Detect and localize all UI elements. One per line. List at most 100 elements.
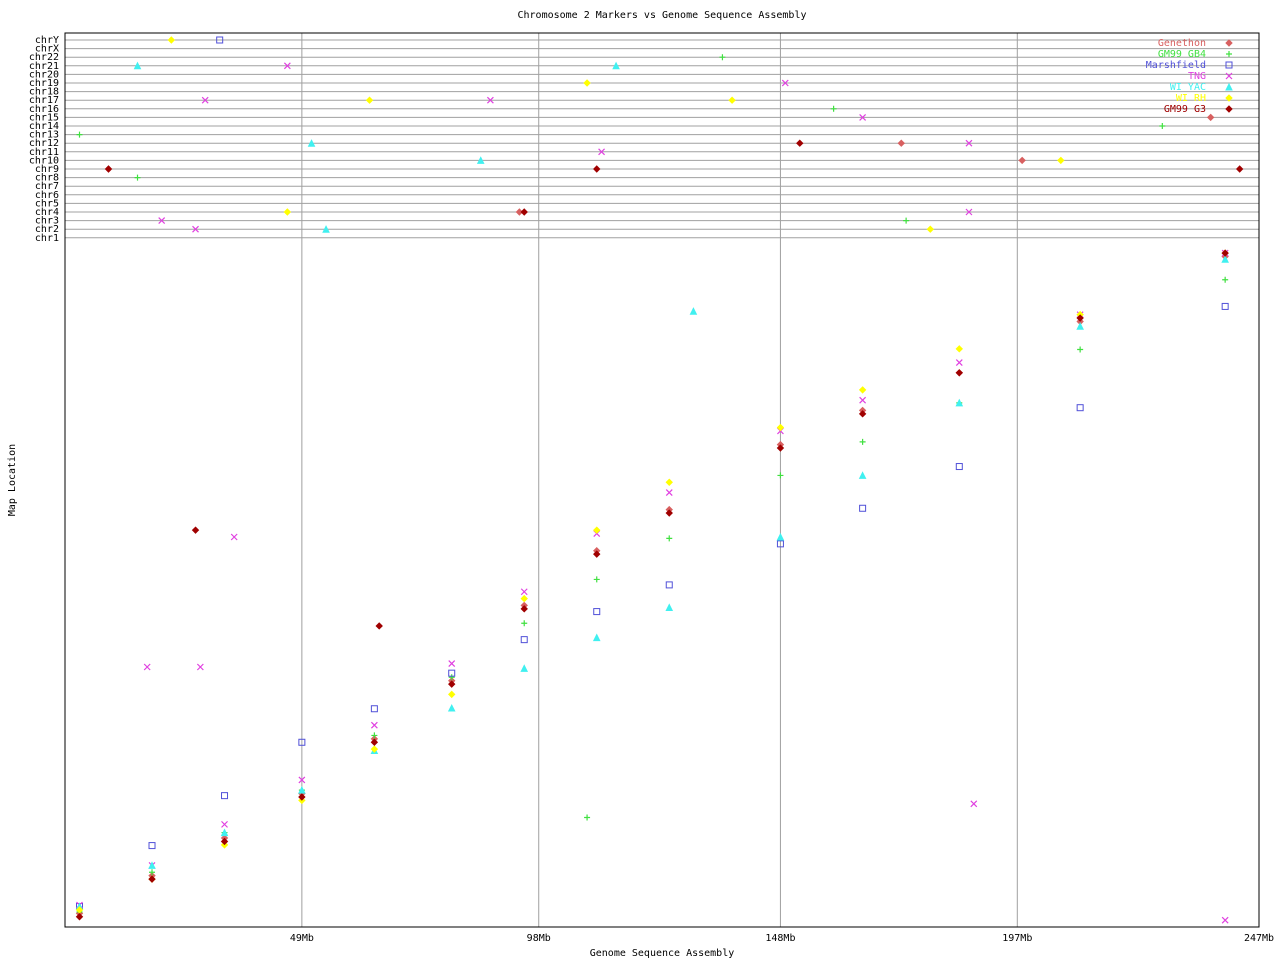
point — [955, 398, 964, 407]
chr-row-label: chr20 — [29, 69, 59, 80]
point — [521, 620, 528, 627]
point — [1221, 916, 1229, 924]
point — [665, 509, 673, 517]
point — [201, 96, 209, 104]
point — [689, 307, 698, 315]
legend-marker — [1225, 82, 1233, 91]
point — [955, 369, 963, 377]
legend-label: TNG — [1188, 71, 1206, 82]
point — [520, 208, 528, 216]
chart-title: Chromosome 2 Markers vs Genome Sequence … — [518, 10, 807, 21]
point — [520, 664, 529, 672]
point — [858, 410, 867, 418]
point — [75, 906, 84, 914]
point — [583, 79, 591, 87]
point — [520, 636, 528, 644]
point — [776, 532, 785, 541]
point — [593, 526, 601, 534]
chr-row-label: chr10 — [29, 155, 59, 166]
point — [728, 96, 736, 104]
plot-frame — [64, 32, 1260, 928]
point — [370, 745, 379, 753]
chr-row-label: chr4 — [35, 207, 59, 218]
point — [777, 472, 784, 479]
point — [592, 633, 601, 642]
point — [148, 861, 156, 869]
point — [719, 54, 726, 61]
chr-row-label: chr5 — [35, 198, 59, 209]
point — [370, 738, 379, 746]
point — [593, 550, 601, 558]
chr-row-label: chr19 — [29, 78, 59, 89]
point — [776, 423, 785, 432]
point — [298, 738, 306, 746]
chr-row-label: chr8 — [35, 173, 59, 184]
point — [221, 820, 228, 828]
chr-row-label: chr22 — [29, 52, 59, 63]
point — [1076, 404, 1084, 412]
point — [776, 540, 784, 548]
point — [134, 174, 141, 181]
point — [298, 776, 306, 784]
point — [665, 603, 674, 611]
point — [447, 703, 456, 712]
point — [298, 793, 306, 801]
point — [448, 674, 455, 681]
chr-row-label: chrY — [35, 35, 59, 46]
point — [298, 786, 306, 794]
y-axis-label: Map Location — [7, 444, 18, 516]
point — [520, 605, 528, 613]
x-tick-label: 98Mb — [527, 933, 551, 944]
point — [365, 96, 374, 104]
chr-row-label: chr3 — [35, 216, 59, 227]
point — [133, 61, 142, 70]
point — [196, 663, 204, 671]
legend-label: GM99 G3 — [1164, 104, 1206, 115]
legend-label: Marshfield — [1146, 60, 1206, 71]
point — [830, 105, 837, 112]
x-tick-label: 197Mb — [1002, 933, 1032, 944]
point — [370, 705, 378, 713]
point — [593, 165, 601, 173]
point — [448, 690, 456, 699]
legend-label: Genethon — [1158, 38, 1206, 49]
chr-row-label: chr11 — [29, 147, 59, 158]
chr-row-label: chr18 — [29, 87, 59, 98]
point — [149, 869, 156, 876]
point — [192, 225, 199, 233]
point — [970, 800, 978, 808]
point — [1018, 156, 1026, 165]
legend-marker — [1226, 51, 1232, 57]
point — [665, 489, 673, 496]
chr-row-label: chr9 — [35, 164, 59, 175]
point — [375, 622, 383, 630]
point — [859, 113, 867, 121]
point — [221, 792, 229, 800]
point — [520, 594, 528, 603]
point — [593, 576, 600, 583]
point — [230, 533, 238, 541]
point — [322, 225, 330, 233]
point — [903, 217, 910, 224]
legend-marker — [1225, 94, 1233, 102]
point — [666, 535, 673, 542]
point — [371, 732, 378, 739]
point — [515, 208, 524, 216]
point — [520, 588, 528, 596]
point — [598, 148, 605, 156]
point — [448, 669, 456, 677]
point — [486, 96, 494, 104]
point — [926, 225, 934, 233]
point — [1076, 322, 1084, 330]
x-tick-label: 49Mb — [290, 933, 314, 944]
point — [283, 62, 291, 70]
legend-label: GM99 GB4 — [1158, 49, 1206, 60]
point — [858, 471, 867, 479]
point — [955, 463, 963, 471]
chr-row-label: chr2 — [35, 224, 59, 235]
point — [370, 721, 378, 729]
point — [955, 359, 963, 366]
point — [104, 165, 113, 173]
